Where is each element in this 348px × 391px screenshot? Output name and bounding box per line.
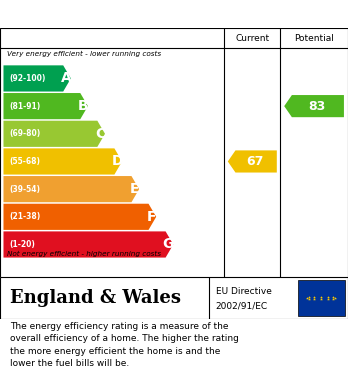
Text: Very energy efficient - lower running costs: Very energy efficient - lower running co… [7, 50, 161, 57]
Text: The energy efficiency rating is a measure of the
overall efficiency of a home. T: The energy efficiency rating is a measur… [10, 322, 239, 368]
Text: England & Wales: England & Wales [10, 289, 181, 307]
Text: 83: 83 [308, 100, 326, 113]
Text: 2002/91/EC: 2002/91/EC [216, 302, 268, 311]
Text: EU Directive: EU Directive [216, 287, 272, 296]
Text: B: B [78, 99, 88, 113]
Polygon shape [3, 204, 156, 230]
Text: G: G [163, 237, 174, 251]
Text: Potential: Potential [294, 34, 334, 43]
Polygon shape [3, 176, 139, 202]
Polygon shape [3, 65, 71, 91]
Text: (92-100): (92-100) [10, 74, 46, 83]
Text: A: A [61, 72, 71, 86]
Text: (1-20): (1-20) [10, 240, 35, 249]
Text: (69-80): (69-80) [10, 129, 41, 138]
Text: Energy Efficiency Rating: Energy Efficiency Rating [7, 7, 217, 22]
Text: F: F [147, 210, 156, 224]
Text: (55-68): (55-68) [10, 157, 41, 166]
Text: (21-38): (21-38) [10, 212, 41, 221]
Text: (39-54): (39-54) [10, 185, 41, 194]
Polygon shape [3, 93, 88, 119]
Bar [298, 280, 345, 316]
Polygon shape [3, 121, 105, 147]
Polygon shape [284, 95, 344, 117]
Text: Current: Current [235, 34, 269, 43]
Polygon shape [228, 151, 277, 172]
Text: C: C [95, 127, 105, 141]
Text: D: D [111, 154, 123, 169]
Text: 67: 67 [246, 155, 263, 168]
Polygon shape [3, 148, 122, 174]
Text: E: E [129, 182, 139, 196]
Polygon shape [3, 231, 173, 258]
Text: Not energy efficient - higher running costs: Not energy efficient - higher running co… [7, 251, 161, 257]
Text: (81-91): (81-91) [10, 102, 41, 111]
